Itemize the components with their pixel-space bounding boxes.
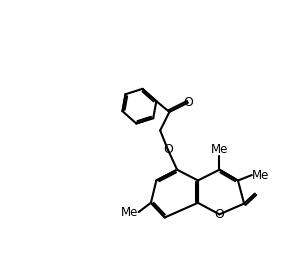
Text: O: O — [215, 208, 224, 221]
Text: Me: Me — [252, 169, 269, 182]
Text: O: O — [183, 96, 193, 109]
Text: Me: Me — [211, 143, 228, 156]
Text: O: O — [163, 143, 173, 156]
Text: Me: Me — [121, 206, 139, 218]
